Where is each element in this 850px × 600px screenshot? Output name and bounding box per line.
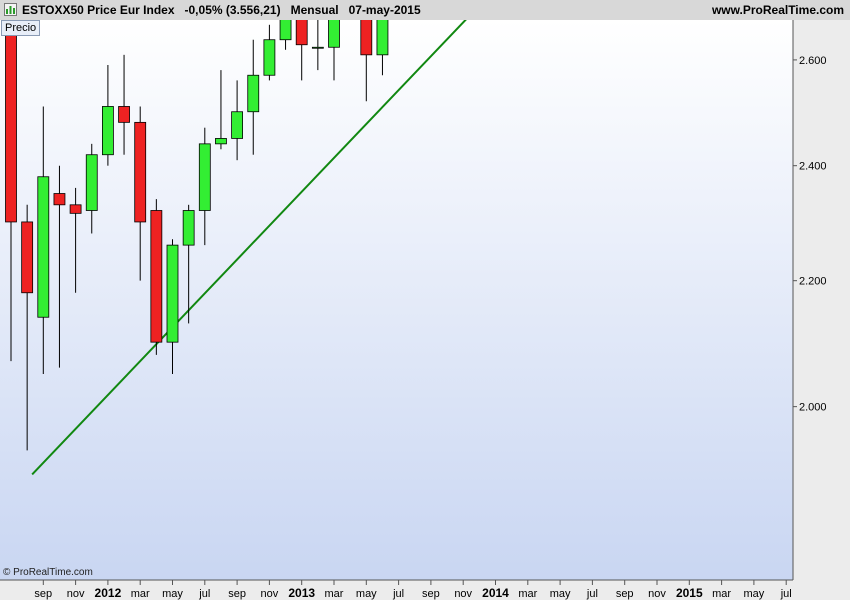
chart-header: ESTOXX50 Price Eur Index -0,05% (3.556,2… [0,0,850,21]
candle[interactable] [198,127,211,246]
candle-body-up [247,74,260,113]
candle[interactable] [102,64,114,166]
x-tick-label: 2012 [95,586,122,600]
candle-body-down [69,204,82,214]
x-tick-label: may [356,588,377,600]
candle-body-up [376,20,389,56]
candle-body-down [118,106,130,123]
candle[interactable] [263,24,276,81]
candle-body-down [150,210,163,343]
plot-background [0,20,793,580]
candle[interactable] [215,70,227,150]
site-link[interactable]: www.ProRealTime.com [711,3,844,17]
candle[interactable] [166,239,179,375]
candle[interactable] [150,199,163,355]
candle[interactable] [134,106,147,281]
candle-body-up [182,210,195,246]
y-tick-label: 2.600 [799,55,827,67]
y-tick-label: 2.200 [799,276,827,288]
x-tick-label: nov [454,588,472,600]
x-tick-label: sep [422,588,440,600]
candle[interactable] [247,39,260,155]
candle[interactable] [279,20,292,50]
x-tick-label: mar [518,588,537,600]
candle[interactable] [360,20,373,102]
candle[interactable] [295,20,308,81]
candle-body-up [37,176,50,318]
candle-body-up [215,138,227,145]
x-tick-label: mar [325,588,344,600]
x-tick-label: mar [712,588,731,600]
x-tick-label: may [162,588,183,600]
candle-body-up [85,154,98,211]
candle-body-up [328,20,340,48]
candle[interactable] [376,20,389,76]
candle-body-up [231,111,244,139]
y-tick-label: 2.000 [799,402,827,414]
candle-body-down [21,221,34,294]
x-tick-label: 2013 [288,586,315,600]
x-tick-label: jul [198,588,210,600]
candle[interactable] [118,54,130,155]
candle[interactable] [69,187,82,293]
x-tick-label: sep [616,588,634,600]
candle-body-up [279,20,292,41]
panel-label: Precio [1,20,41,36]
candle[interactable] [5,20,17,362]
x-tick-label: may [744,588,765,600]
candle-body-up [263,39,276,76]
candle-body-up [198,143,211,211]
x-tick-label: jul [392,588,404,600]
candle[interactable] [231,80,244,161]
x-tick-label: 2015 [676,586,703,600]
x-tick-label: jul [586,588,598,600]
candle-body-up [311,46,324,49]
candle-body-down [295,20,308,46]
candle[interactable] [53,165,66,368]
x-tick-label: jul [780,588,792,600]
candle[interactable] [311,20,324,71]
chart-title: ESTOXX50 Price Eur Index -0,05% (3.556,2… [22,3,421,17]
candle-body-up [166,244,179,343]
candle[interactable] [182,204,195,324]
x-tick-label: mar [131,588,150,600]
chart-area[interactable]: 2.0002.2002.4002.6002.8003.0003.2003.400… [0,20,850,600]
candle-body-up [102,106,114,156]
candle-body-down [360,20,373,56]
candle[interactable] [21,204,34,451]
price-chart[interactable]: 2.0002.2002.4002.6002.8003.0003.2003.400… [0,20,850,600]
x-tick-label: nov [67,588,85,600]
x-tick-label: 2014 [482,586,509,600]
copyright-text: © ProRealTime.com [3,567,93,578]
candle[interactable] [85,143,98,234]
y-tick-label: 2.400 [799,161,827,173]
candle-body-down [134,121,147,223]
candle[interactable] [328,20,340,81]
x-tick-label: sep [228,588,246,600]
chart-bars-icon [4,3,17,16]
candle-body-down [5,20,17,223]
y-axis-background [793,20,850,600]
x-tick-label: nov [261,588,279,600]
x-tick-label: may [550,588,571,600]
candle[interactable] [37,106,50,375]
x-tick-label: sep [34,588,52,600]
x-tick-label: nov [648,588,666,600]
candle-body-down [53,193,66,206]
x-axis-background [0,580,793,600]
